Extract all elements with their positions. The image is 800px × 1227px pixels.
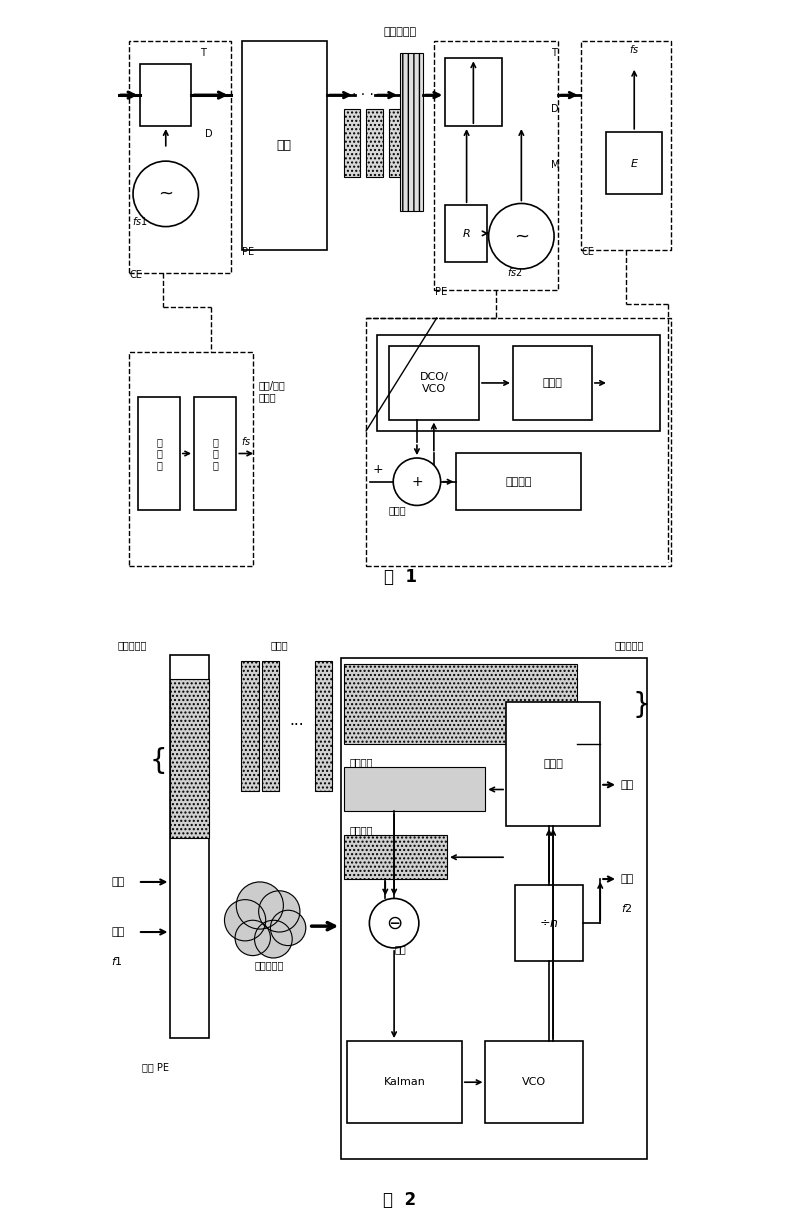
Text: ~: ~	[158, 185, 174, 202]
Bar	[434, 42, 558, 290]
Text: 数据/时戳
缓冲区: 数据/时戳 缓冲区	[259, 380, 286, 401]
Text: 数据: 数据	[111, 877, 125, 887]
Text: 时钟: 时钟	[111, 928, 125, 937]
Circle shape	[270, 910, 306, 946]
Bar	[170, 655, 209, 1038]
Bar	[262, 661, 279, 790]
Text: · · ·: · · ·	[352, 88, 374, 102]
Bar	[344, 834, 447, 879]
Text: 图  1: 图 1	[383, 568, 417, 587]
Bar	[486, 1040, 582, 1124]
Text: 数据包: 数据包	[270, 640, 288, 650]
Text: $f2$: $f2$	[621, 903, 633, 914]
Text: 数据: 数据	[621, 780, 634, 790]
Text: ~: ~	[514, 227, 529, 245]
Bar	[241, 661, 258, 790]
Bar	[194, 398, 236, 510]
Bar	[445, 59, 502, 126]
Bar	[129, 42, 230, 272]
Text: $fs$: $fs$	[629, 43, 639, 55]
Text: $fs2$: $fs2$	[507, 266, 523, 277]
Text: 发送缓冲区: 发送缓冲区	[118, 640, 146, 650]
Text: T: T	[200, 48, 206, 58]
Circle shape	[225, 899, 266, 941]
Text: PE: PE	[435, 287, 447, 297]
Text: PE: PE	[242, 248, 254, 258]
Bar	[344, 767, 486, 811]
Bar	[314, 661, 332, 790]
Text: M: M	[551, 161, 560, 171]
Text: 发送时戳: 发送时戳	[350, 825, 374, 834]
Bar	[389, 346, 479, 420]
Text: ···: ···	[290, 718, 304, 734]
Bar	[506, 702, 600, 826]
Bar	[138, 398, 180, 510]
Text: CE: CE	[129, 270, 142, 280]
Text: T: T	[551, 48, 557, 58]
Bar	[140, 64, 191, 126]
Text: $E$: $E$	[630, 157, 638, 169]
Bar	[344, 664, 577, 744]
Text: 振
荡
器: 振 荡 器	[156, 437, 162, 470]
Circle shape	[489, 204, 554, 269]
Circle shape	[394, 458, 441, 506]
Text: 计数器: 计数器	[543, 760, 563, 769]
Bar	[400, 53, 422, 211]
Bar	[513, 346, 592, 420]
Text: ⊖: ⊖	[386, 914, 402, 933]
Text: }: }	[633, 691, 650, 719]
Text: 接收时戳: 接收时戳	[350, 757, 374, 767]
Text: 去抖缓冲区: 去抖缓冲区	[615, 640, 644, 650]
Bar	[341, 658, 647, 1158]
Bar	[366, 109, 383, 177]
Text: $f1$: $f1$	[111, 956, 123, 967]
Text: 时钟: 时钟	[621, 874, 634, 883]
Text: Kalman: Kalman	[384, 1077, 426, 1087]
Text: DCO/
VCO: DCO/ VCO	[419, 372, 448, 394]
Bar	[170, 679, 209, 838]
Bar	[445, 205, 487, 261]
Text: 图  2: 图 2	[383, 1191, 417, 1209]
Bar	[347, 1040, 462, 1124]
Text: +: +	[411, 475, 422, 488]
Bar	[389, 109, 406, 177]
Bar	[242, 42, 326, 250]
Text: 分
频
器: 分 频 器	[213, 437, 218, 470]
Circle shape	[254, 920, 292, 958]
Text: $fs1$: $fs1$	[132, 215, 148, 227]
Text: 映射: 映射	[277, 140, 292, 152]
Circle shape	[258, 891, 300, 933]
Text: $fs$: $fs$	[241, 436, 251, 447]
Text: D: D	[206, 129, 213, 140]
Text: 以太网网络: 以太网网络	[254, 961, 284, 971]
Bar	[378, 335, 660, 431]
Bar	[606, 131, 662, 194]
Circle shape	[235, 920, 270, 956]
Text: 鉴相器: 鉴相器	[388, 504, 406, 515]
Text: $\div n$: $\div n$	[539, 917, 558, 930]
Bar	[343, 109, 361, 177]
Text: D: D	[551, 104, 559, 114]
Text: 差错: 差错	[394, 945, 406, 955]
Bar	[129, 352, 254, 567]
Circle shape	[236, 882, 283, 929]
Text: O: O	[386, 913, 403, 934]
Text: $R$: $R$	[462, 227, 471, 239]
Text: VCO: VCO	[522, 1077, 546, 1087]
Text: {: {	[150, 747, 167, 775]
Bar	[581, 42, 671, 250]
Text: +: +	[373, 464, 383, 476]
Bar	[515, 885, 582, 962]
Bar	[457, 454, 581, 510]
Text: CE: CE	[582, 248, 594, 258]
Text: 分频器: 分频器	[542, 378, 562, 388]
Text: 环路滤波: 环路滤波	[506, 477, 532, 487]
Circle shape	[133, 161, 198, 227]
FancyArrowPatch shape	[600, 744, 610, 787]
Text: 以太网网络: 以太网网络	[383, 27, 417, 37]
Bar	[366, 318, 671, 567]
Text: 发送 PE: 发送 PE	[142, 1063, 169, 1072]
Circle shape	[370, 898, 419, 948]
